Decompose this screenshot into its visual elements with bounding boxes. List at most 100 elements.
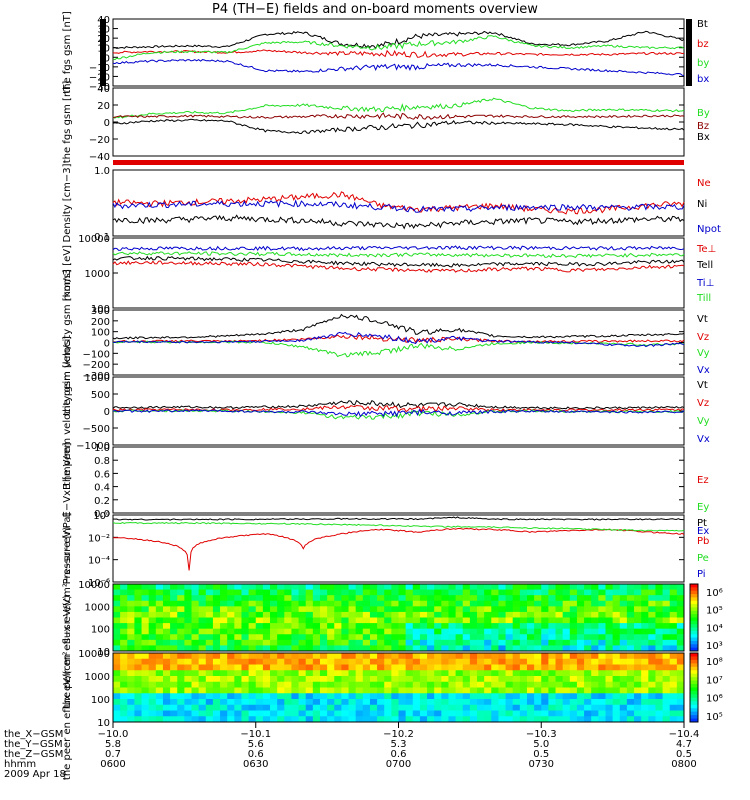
- spectrogram-cell: [434, 710, 442, 717]
- spectrogram-cell: [441, 687, 449, 694]
- spectrogram-cell: [534, 634, 542, 641]
- spectrogram-cell: [284, 716, 292, 723]
- spectrogram-cell: [434, 617, 442, 624]
- spectrogram-cell: [541, 645, 549, 652]
- spectrogram-cell: [626, 710, 635, 717]
- spectrogram-cell: [605, 617, 614, 624]
- spectrogram-cell: [284, 617, 292, 624]
- spectrogram-cell: [398, 639, 407, 646]
- spectrogram-cell: [562, 634, 571, 641]
- spectrogram-cell: [648, 617, 656, 624]
- spectrogram-cell: [291, 606, 300, 613]
- spectrogram-cell: [134, 595, 143, 602]
- spectrogram-cell: [234, 617, 242, 624]
- spectrogram-cell: [127, 664, 135, 671]
- spectrogram-cell: [127, 584, 135, 591]
- spectrogram-cell: [348, 676, 357, 683]
- colorbar-segment: [690, 590, 698, 595]
- spectrogram-cell: [634, 653, 642, 660]
- spectrogram-cell: [162, 639, 171, 646]
- spectrogram-cell: [312, 687, 321, 694]
- spectrogram-cell: [491, 584, 499, 591]
- spectrogram-cell: [484, 664, 492, 671]
- spectrogram-cell: [355, 658, 364, 665]
- spectrogram-cell: [120, 600, 128, 607]
- time-row-value: 0730: [529, 759, 554, 770]
- spectrogram-cell: [391, 710, 399, 717]
- spectrogram-cell: [669, 699, 678, 706]
- spectrogram-cell: [262, 628, 271, 635]
- y-tick-label: −40: [89, 152, 110, 163]
- spectrogram-cell: [477, 628, 485, 635]
- spectrogram-cell: [641, 589, 649, 596]
- spectrogram-cell: [512, 639, 521, 646]
- spectrogram-cell: [312, 611, 321, 618]
- spectrogram-cell: [277, 693, 285, 700]
- spectrogram-cell: [141, 681, 150, 688]
- spectrogram-cell: [327, 716, 335, 723]
- spectrogram-cell: [248, 589, 257, 596]
- spectrogram-cell: [662, 617, 671, 624]
- spectrogram-cell: [519, 658, 528, 665]
- spectrogram-cell: [212, 611, 221, 618]
- spectrogram-cell: [555, 676, 564, 683]
- spectrogram-cell: [498, 687, 507, 694]
- legend-label: Ey: [697, 502, 709, 513]
- spectrogram-cell: [569, 664, 578, 671]
- time-row-value: −10.1: [240, 729, 271, 740]
- colorbar-segment: [690, 653, 698, 657]
- spectrogram-cell: [377, 595, 385, 602]
- spectrogram-cell: [277, 606, 285, 613]
- spectrogram-cell: [591, 687, 599, 694]
- spectrogram-cell: [120, 664, 128, 671]
- colorbar-label: 10⁷: [706, 675, 723, 686]
- spectrogram-cell: [669, 611, 678, 618]
- spectrogram-cell: [448, 681, 457, 688]
- spectrogram-cell: [655, 710, 664, 717]
- spectrogram-cell: [519, 687, 528, 694]
- spectrogram-cell: [270, 645, 278, 652]
- spectrogram-cell: [612, 693, 621, 700]
- spectrogram-cell: [469, 710, 478, 717]
- spectrogram-cell: [569, 611, 578, 618]
- spectrogram-cell: [191, 589, 200, 596]
- spectrogram-cell: [334, 639, 342, 646]
- spectrogram-cell: [605, 628, 614, 635]
- colorbar-label: 10⁸: [706, 657, 723, 668]
- spectrogram-cell: [362, 704, 371, 711]
- spectrogram-cell: [419, 600, 428, 607]
- spectrogram-cell: [612, 710, 621, 717]
- spectrogram-cell: [598, 710, 606, 717]
- spectrogram-cell: [519, 606, 528, 613]
- spectrogram-cell: [391, 606, 399, 613]
- spectrogram-cell: [419, 704, 428, 711]
- spectrogram-cell: [491, 634, 499, 641]
- spectrogram-cell: [441, 676, 449, 683]
- spectrogram-cell: [284, 681, 292, 688]
- spectrogram-cell: [384, 623, 392, 630]
- spectrogram-cell: [526, 699, 535, 706]
- spectrogram-cell: [555, 584, 564, 591]
- spectrogram-cell: [334, 589, 342, 596]
- spectrogram-cell: [291, 681, 300, 688]
- spectrogram-cell: [348, 687, 357, 694]
- spectrogram-cell: [134, 693, 143, 700]
- spectrogram-cell: [612, 611, 621, 618]
- spectrogram-cell: [405, 611, 414, 618]
- spectrogram-cell: [227, 639, 235, 646]
- spectrogram-cell: [120, 617, 128, 624]
- spectrogram-cell: [462, 584, 471, 591]
- y-tick-label: 100: [91, 328, 110, 339]
- legend-label: Till: [696, 293, 711, 304]
- spectrogram-cell: [141, 584, 150, 591]
- spectrogram-cell: [155, 716, 164, 723]
- legend-label: Te⊥: [696, 244, 716, 255]
- spectrogram-cell: [469, 634, 478, 641]
- spectrogram-cell: [284, 664, 292, 671]
- series-line-Pb: [113, 527, 685, 571]
- spectrogram-cell: [348, 623, 357, 630]
- spectrogram-cell: [669, 664, 678, 671]
- spectrogram-cell: [619, 664, 628, 671]
- spectrogram-cell: [141, 676, 150, 683]
- y-tick-label: 1000: [85, 373, 110, 384]
